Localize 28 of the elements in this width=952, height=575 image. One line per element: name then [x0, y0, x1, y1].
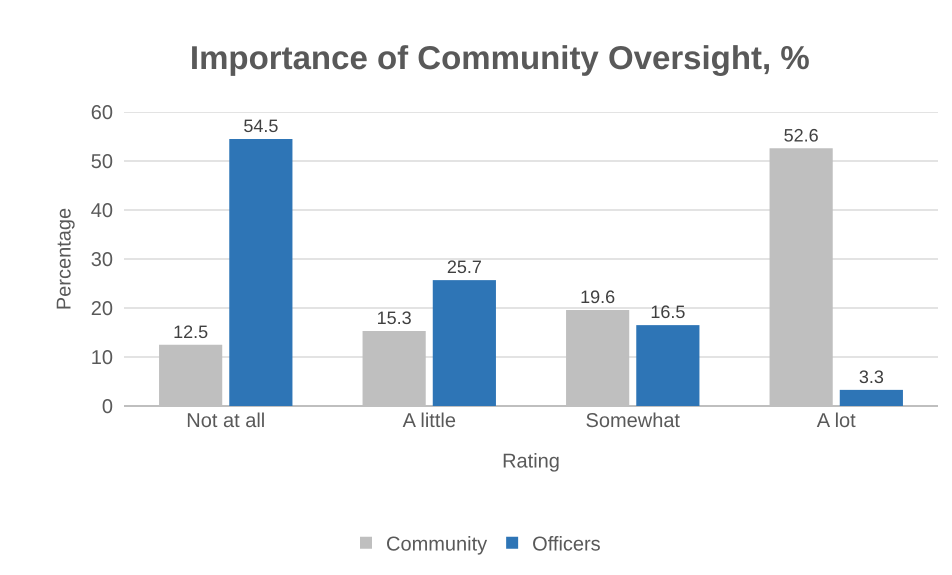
y-tick-label: 40	[90, 200, 113, 222]
data-label: 25.7	[446, 257, 482, 278]
y-tick-label: 60	[90, 102, 113, 124]
bar	[636, 325, 700, 406]
x-tick-label: Not at all	[186, 410, 266, 432]
data-label: 15.3	[376, 308, 412, 328]
data-label: 52.6	[784, 125, 819, 146]
data-label: 3.3	[858, 366, 884, 387]
x-tick-label: A little	[402, 410, 456, 432]
bar	[432, 280, 496, 406]
y-tick-label: 10	[90, 347, 113, 369]
data-label: 19.6	[580, 286, 616, 307]
legend-label: Officers	[532, 534, 601, 556]
bar	[229, 138, 292, 406]
x-tick-label: A lot	[816, 410, 856, 432]
y-axis-title: Percentage	[53, 208, 76, 310]
data-label: 12.5	[173, 322, 208, 342]
y-tick-label: 20	[90, 298, 113, 320]
y-tick-label: 30	[90, 249, 113, 271]
data-label: 54.5	[243, 116, 278, 136]
y-tick-label: 0	[102, 396, 113, 418]
x-tick-label: Somewhat	[586, 410, 680, 432]
y-tick-label: 50	[90, 151, 113, 173]
data-label: 16.5	[650, 302, 686, 322]
chart-title: Importance of Community Oversight, %	[190, 39, 810, 76]
x-axis-title: Rating	[502, 450, 560, 472]
legend-label: Community	[386, 534, 488, 556]
bar	[840, 390, 903, 406]
